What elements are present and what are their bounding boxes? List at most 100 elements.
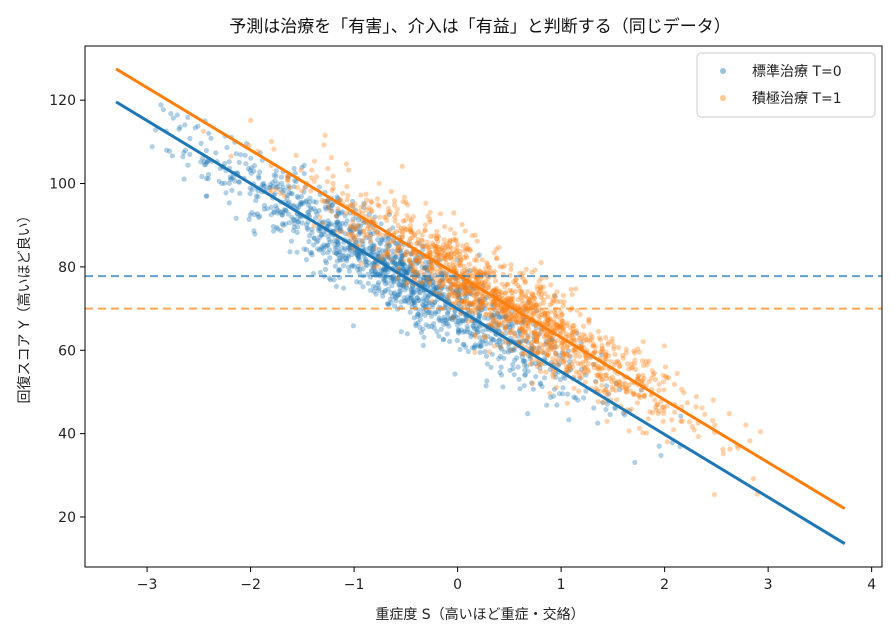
scatter-point xyxy=(335,239,341,245)
scatter-point xyxy=(556,362,562,368)
scatter-point xyxy=(643,430,650,436)
scatter-point xyxy=(455,278,461,284)
scatter-point xyxy=(408,229,414,235)
scatter-point xyxy=(507,287,513,293)
scatter-point xyxy=(418,329,424,335)
scatter-point xyxy=(370,246,376,252)
scatter-point xyxy=(347,226,353,232)
scatter-point xyxy=(623,389,629,395)
scatter-point xyxy=(363,235,369,241)
plot-area xyxy=(85,67,882,545)
scatter-point xyxy=(580,369,587,375)
scatter-point xyxy=(398,261,404,267)
scatter-point xyxy=(376,180,382,186)
scatter-point xyxy=(444,272,450,278)
scatter-point xyxy=(524,308,530,315)
scatter-point xyxy=(548,394,554,400)
scatter-point xyxy=(345,231,351,237)
scatter-point xyxy=(542,311,548,317)
scatter-point xyxy=(474,257,480,263)
scatter-point xyxy=(490,313,496,319)
scatter-point xyxy=(562,375,568,381)
scatter-point xyxy=(522,358,528,364)
scatter-point xyxy=(396,276,402,283)
scatter-point xyxy=(458,300,464,306)
scatter-point xyxy=(531,338,537,344)
scatter-point xyxy=(554,325,560,331)
scatter-point xyxy=(445,310,451,316)
scatter-point xyxy=(294,193,300,199)
scatter-point xyxy=(398,329,404,335)
scatter-point xyxy=(556,324,562,330)
scatter-point xyxy=(583,388,589,394)
scatter-point xyxy=(363,207,369,213)
scatter-point xyxy=(465,288,471,294)
scatter-point xyxy=(487,340,494,346)
scatter-point xyxy=(523,306,529,312)
scatter-point xyxy=(467,268,473,274)
scatter-point xyxy=(567,325,574,331)
scatter-point xyxy=(448,238,454,244)
scatter-point xyxy=(386,302,392,308)
scatter-point xyxy=(455,292,461,298)
scatter-point xyxy=(508,313,514,319)
scatter-point xyxy=(479,299,485,305)
scatter-point xyxy=(411,231,417,237)
scatter-point xyxy=(463,285,469,291)
scatter-point xyxy=(412,251,418,257)
scatter-point xyxy=(474,276,480,282)
scatter-point xyxy=(445,315,451,322)
scatter-point xyxy=(433,244,439,250)
scatter-point xyxy=(415,258,421,265)
scatter-point xyxy=(553,352,559,358)
scatter-point xyxy=(457,251,463,257)
scatter-point xyxy=(551,318,557,324)
scatter-point xyxy=(342,213,348,219)
scatter-point xyxy=(523,321,529,327)
scatter-point xyxy=(493,314,499,320)
scatter-point xyxy=(477,344,483,350)
scatter-point xyxy=(371,246,377,252)
scatter-point xyxy=(447,262,453,268)
scatter-point xyxy=(459,317,465,324)
scatter-point xyxy=(333,283,339,289)
scatter-point xyxy=(444,294,450,300)
scatter-point xyxy=(354,279,360,285)
scatter-point xyxy=(455,326,461,332)
scatter-point xyxy=(374,229,381,235)
scatter-point xyxy=(511,372,517,378)
scatter-point xyxy=(368,240,374,246)
scatter-point xyxy=(545,317,551,323)
scatter-point xyxy=(495,302,501,309)
scatter-point xyxy=(482,302,488,308)
scatter-point xyxy=(423,265,429,271)
scatter-point xyxy=(423,259,429,265)
scatter-point xyxy=(249,210,255,216)
scatter-point xyxy=(628,388,634,394)
scatter-point xyxy=(436,278,442,284)
scatter-point xyxy=(476,252,482,258)
scatter-point xyxy=(471,267,477,273)
scatter-point xyxy=(631,361,638,367)
scatter-point xyxy=(325,198,331,204)
scatter-point xyxy=(533,339,539,345)
scatter-point xyxy=(474,238,480,244)
scatter-point xyxy=(479,302,485,308)
scatter-point xyxy=(248,165,255,171)
scatter-point xyxy=(316,247,322,253)
scatter-point xyxy=(358,192,364,198)
scatter-point xyxy=(531,312,537,318)
scatter-point xyxy=(504,318,511,324)
scatter-point xyxy=(308,188,314,194)
scatter-point xyxy=(561,351,567,357)
scatter-point xyxy=(509,316,516,322)
scatter-point xyxy=(352,250,358,256)
scatter-point xyxy=(330,202,336,208)
scatter-point xyxy=(457,287,463,293)
scatter-point xyxy=(387,296,393,302)
scatter-point xyxy=(557,323,564,329)
scatter-point xyxy=(602,372,608,378)
scatter-point xyxy=(354,223,360,229)
scatter-point xyxy=(355,224,361,230)
scatter-point xyxy=(377,214,383,220)
